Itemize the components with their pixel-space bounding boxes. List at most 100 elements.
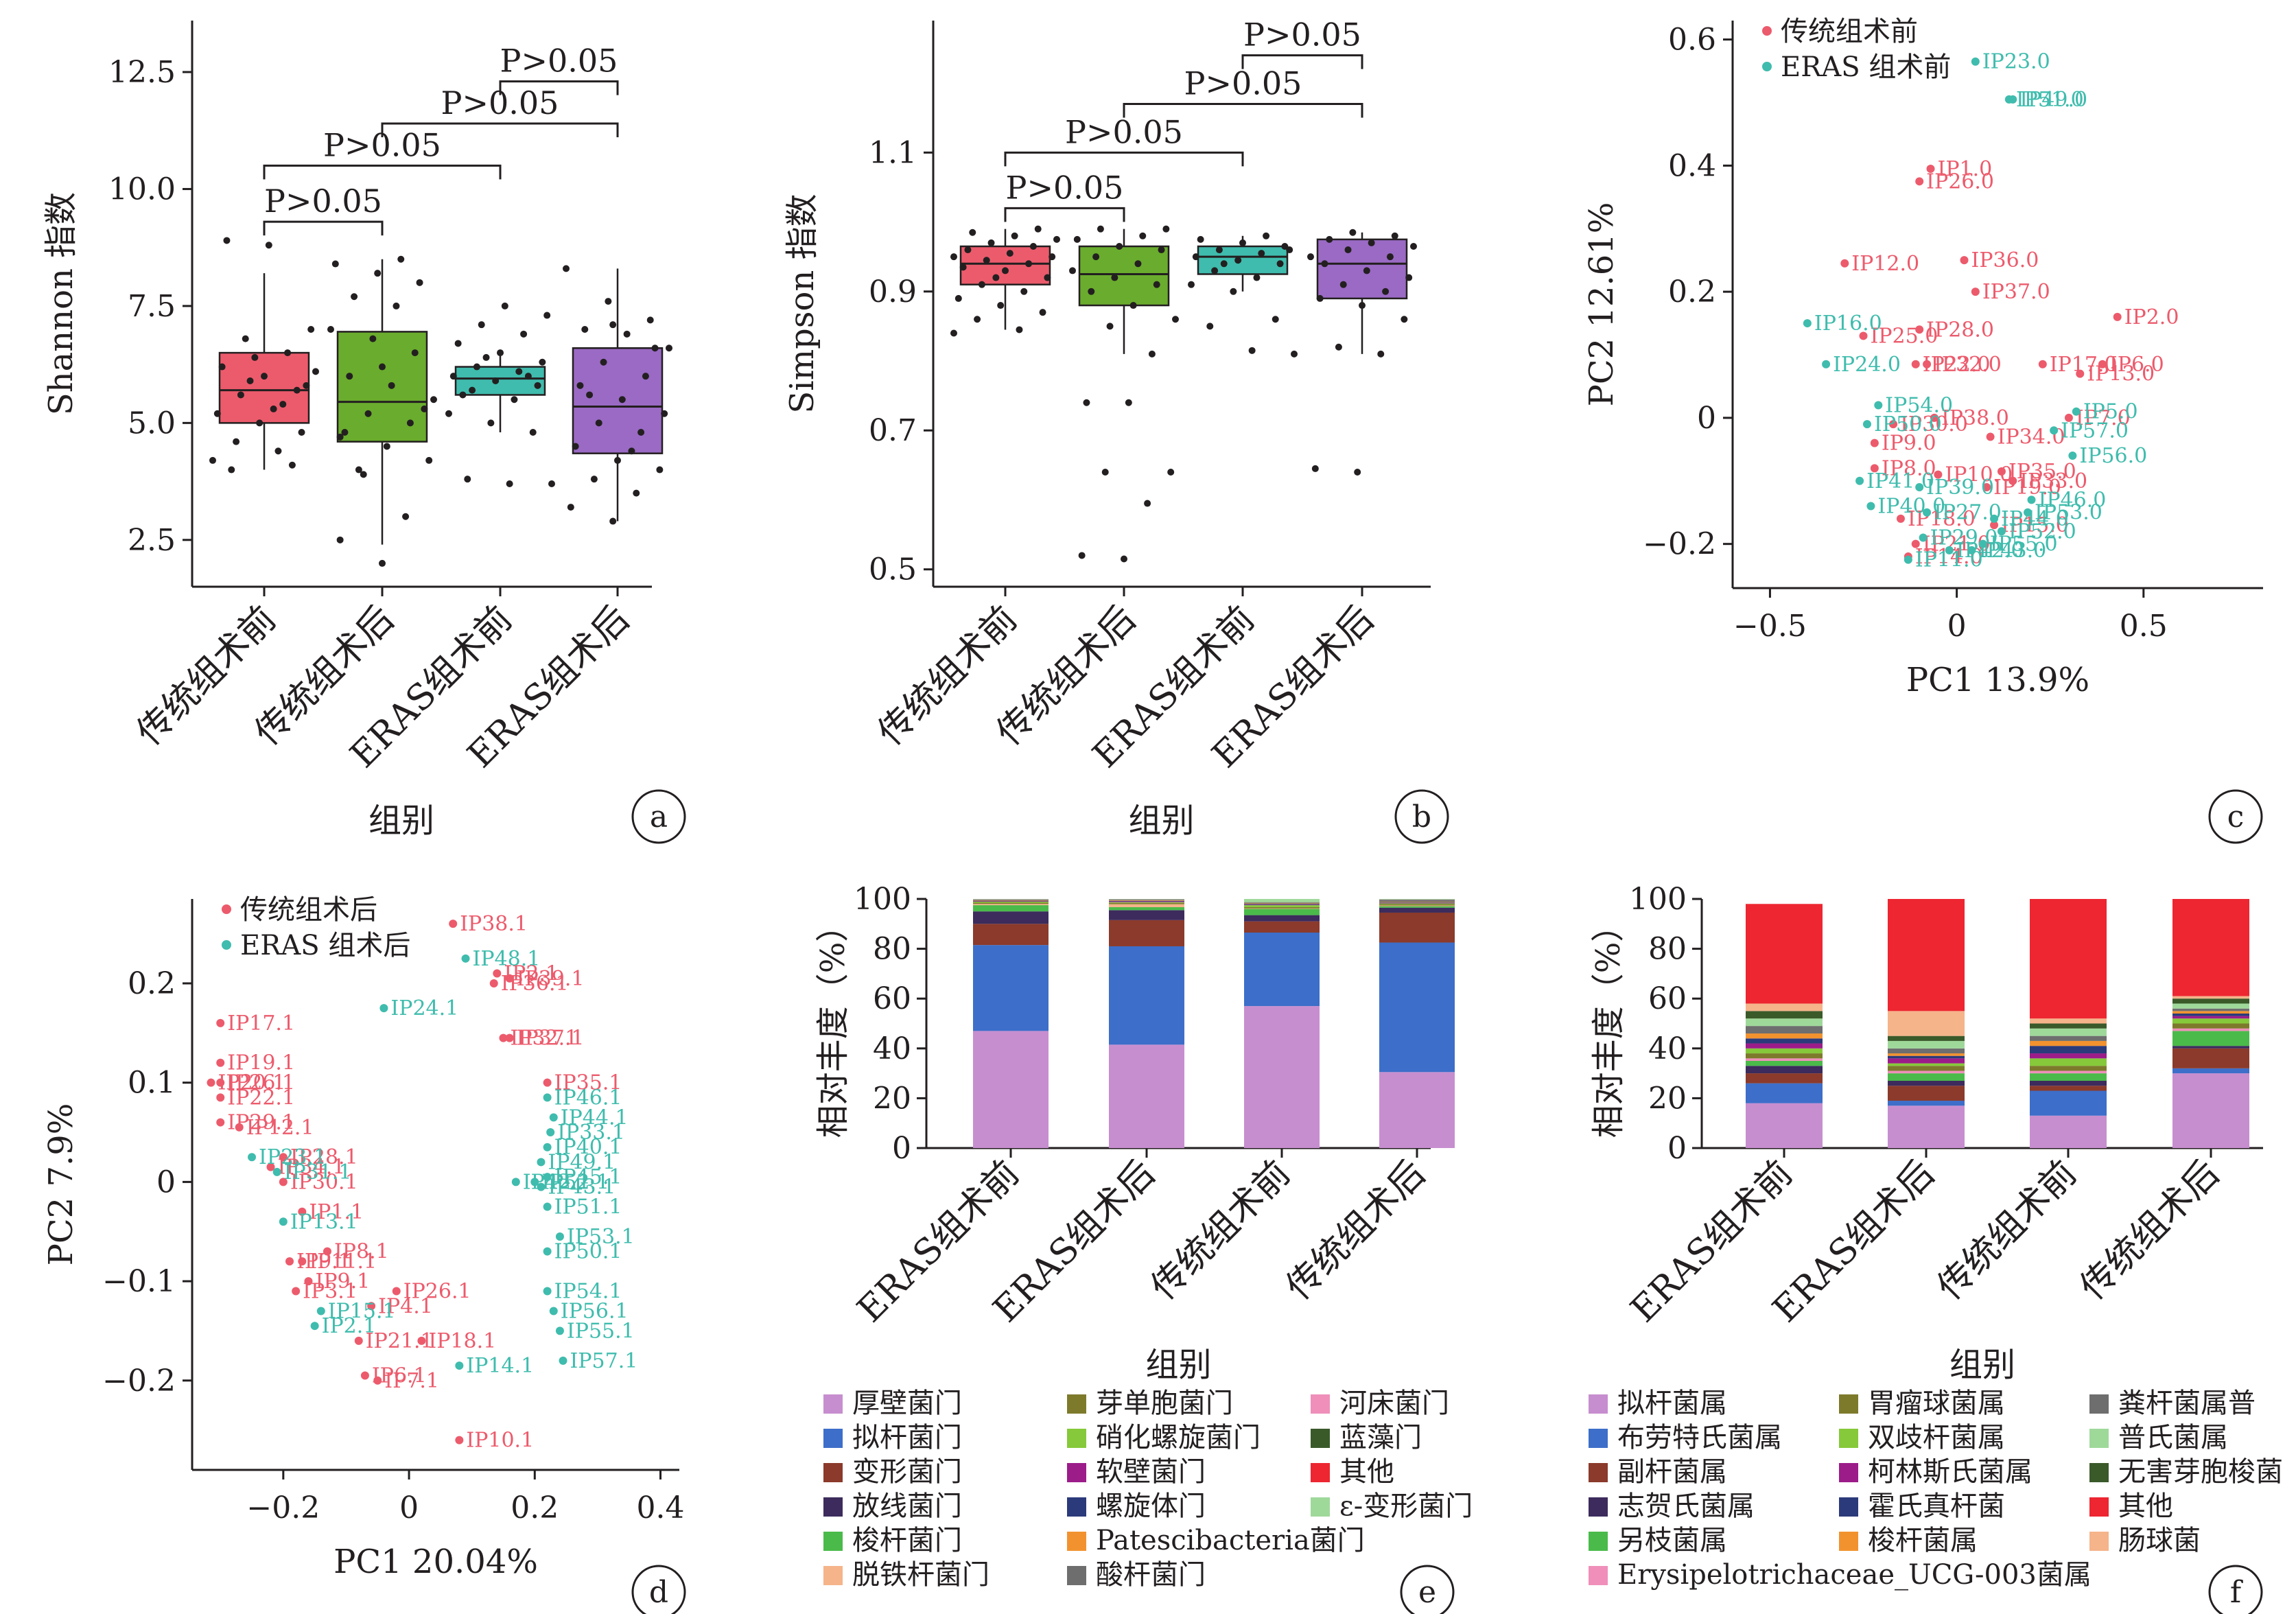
data-point [266, 1162, 275, 1171]
bar-segment [2030, 1036, 2107, 1041]
y-tick-label: 0 [1697, 401, 1716, 436]
legend-label: 肠球菌 [2118, 1525, 2201, 1556]
bar-segment [1746, 1053, 1823, 1059]
data-point [469, 386, 476, 394]
data-point [1915, 325, 1924, 334]
data-point [1134, 260, 1142, 268]
point-label: IP48.1 [473, 947, 541, 971]
legend-label: 其他 [2118, 1490, 2173, 1522]
panel-label: d [649, 1575, 668, 1610]
point-label: IP39.0 [1926, 476, 1994, 500]
bar-segment [2030, 1071, 2107, 1074]
significance-bracket [1241, 54, 1363, 69]
point-label: IP36.1 [501, 972, 569, 996]
data-point [499, 1033, 508, 1042]
bar-segment [1746, 1073, 1823, 1084]
legend-label: 普氏菌属 [2118, 1422, 2228, 1453]
legend-swatch [823, 1463, 843, 1482]
data-point [530, 1178, 539, 1186]
data-point [1129, 302, 1137, 309]
point-label: IP12.1 [246, 1116, 314, 1140]
data-point [1162, 225, 1170, 233]
y-tick-label: 20 [1648, 1081, 1687, 1116]
panel-label: e [1418, 1575, 1436, 1610]
legend-swatch [1067, 1394, 1086, 1414]
data-point [1197, 235, 1204, 243]
bar-segment [1888, 1053, 1965, 1056]
data-point [543, 1093, 552, 1102]
bar-segment [1379, 904, 1455, 906]
bar-segment [1379, 1072, 1455, 1148]
data-point [954, 294, 962, 302]
legend-swatch [1839, 1532, 1858, 1551]
bar-segment [1888, 1101, 1965, 1106]
point-label: IP23.1 [259, 1145, 327, 1169]
data-point [379, 363, 386, 371]
bar-segment [973, 900, 1049, 902]
point-label: IP6.1 [372, 1364, 427, 1388]
x-axis-label: PC1 13.9% [1906, 661, 2089, 699]
bar-segment [1746, 1058, 1823, 1061]
data-point [1990, 521, 1999, 530]
data-point [618, 396, 626, 404]
x-axis-label: 组别 [368, 802, 434, 840]
point-label: IP22.1 [227, 1086, 295, 1110]
x-tick-label: 0.4 [637, 1490, 685, 1525]
legend-swatch [1067, 1566, 1086, 1585]
data-point [1997, 527, 2006, 536]
bar-segment [1244, 904, 1320, 906]
point-label: IP2.1 [504, 962, 559, 986]
data-point [997, 302, 1005, 309]
data-point [1945, 546, 1954, 554]
data-point [482, 353, 490, 361]
legend-label: 拟杆菌属 [1617, 1388, 1727, 1419]
y-tick-label: 100 [1629, 882, 1687, 917]
x-tick-label: 传统组术前 [1143, 1153, 1298, 1308]
y-tick-label: 0 [892, 1131, 911, 1166]
y-tick-label: 40 [1648, 1031, 1687, 1066]
data-point [464, 476, 471, 483]
legend-swatch [1067, 1429, 1086, 1448]
y-tick-label: −0.2 [1643, 527, 1716, 562]
data-point [1148, 350, 1156, 358]
point-label: IP3.1 [303, 1280, 358, 1304]
data-point [1326, 235, 1333, 243]
data-point [2024, 508, 2033, 517]
y-tick-label: −0.2 [102, 1364, 176, 1399]
data-point [298, 1257, 307, 1266]
box [218, 351, 310, 424]
data-point [1153, 281, 1160, 288]
x-tick-label: 传统组术前 [1930, 1153, 2085, 1308]
data-point [242, 335, 249, 342]
panel-label: b [1412, 799, 1431, 834]
legend-swatch [1839, 1394, 1858, 1414]
data-point [546, 1128, 555, 1137]
point-label: IP26.1 [403, 1280, 471, 1304]
y-tick-label: 0.6 [1668, 23, 1716, 58]
point-label: IP43.1 [548, 1176, 616, 1200]
legend-swatch [1589, 1497, 1608, 1517]
data-point [534, 382, 541, 389]
x-tick-label: 传统组术后 [1278, 1153, 1433, 1308]
data-point [459, 391, 467, 399]
bar-segment [1244, 921, 1320, 933]
legend-label: 霍氏真杆菌 [1868, 1490, 2005, 1522]
bar-segment [2172, 1013, 2249, 1016]
data-point [487, 419, 495, 427]
legend-swatch [1067, 1463, 1086, 1482]
data-point [559, 1356, 567, 1365]
y-tick-label: 0 [156, 1165, 176, 1200]
data-point [304, 1277, 313, 1286]
data-point [216, 1093, 225, 1102]
data-point [478, 321, 485, 329]
data-point [1903, 555, 1912, 564]
point-label: IP6.0 [2109, 353, 2164, 377]
point-label: IP8.1 [334, 1240, 389, 1264]
x-axis-label: 组别 [1145, 1346, 1211, 1384]
point-label: IP4.1 [378, 1294, 433, 1318]
data-point [1870, 438, 1879, 447]
data-point [511, 1178, 520, 1186]
significance-bracket [1004, 207, 1125, 222]
x-axis-label: 组别 [1949, 1346, 2015, 1384]
data-point [265, 242, 272, 249]
